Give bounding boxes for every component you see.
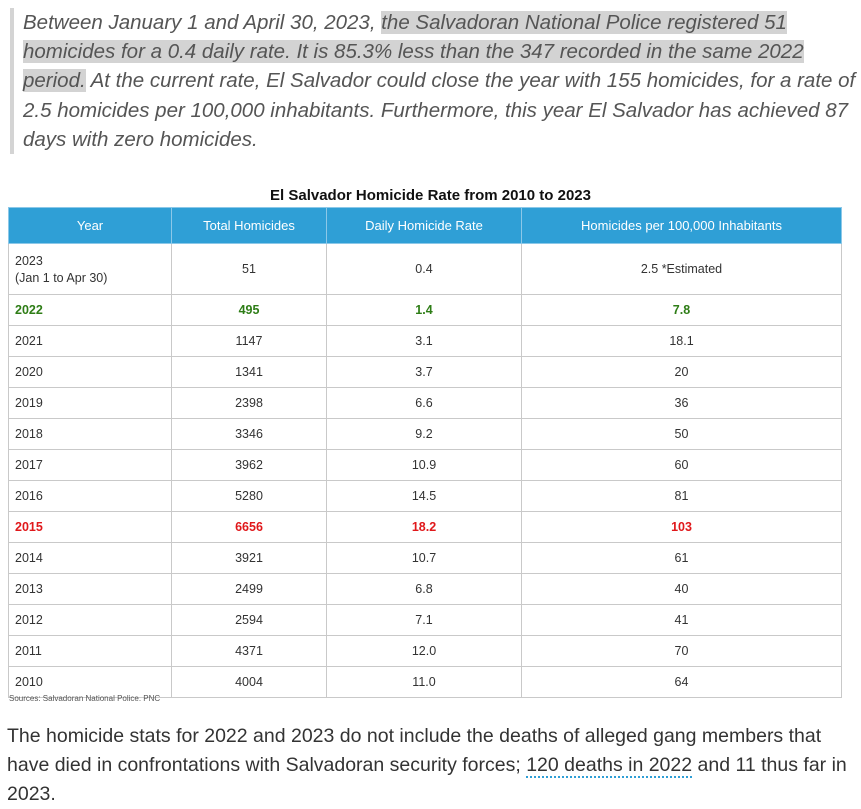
per100k-cell: 7.8	[521, 294, 842, 326]
total-cell: 1147	[171, 325, 327, 357]
table-row: 2013 2499 6.8 40	[8, 573, 842, 605]
total-cell: 4004	[171, 666, 327, 698]
total-cell: 1341	[171, 356, 327, 388]
daily-cell: 14.5	[326, 480, 522, 512]
year-value: 2023	[15, 253, 43, 268]
table-row: 2015 6656 18.2 103	[8, 511, 842, 543]
per100k-cell: 61	[521, 542, 842, 574]
year-cell: 2014	[8, 542, 172, 574]
quote-text-start: Between January 1 and April 30, 2023,	[23, 11, 382, 34]
total-cell: 3962	[171, 449, 327, 481]
header-total-homicides: Total Homicides	[171, 207, 327, 244]
per100k-cell: 2.5 *Estimated	[521, 243, 842, 295]
table-title: El Salvador Homicide Rate from 2010 to 2…	[270, 187, 591, 204]
per100k-cell: 64	[521, 666, 842, 698]
table-row: 2021 1147 3.1 18.1	[8, 325, 842, 357]
daily-cell: 12.0	[326, 635, 522, 667]
blockquote: Between January 1 and April 30, 2023, th…	[10, 8, 858, 155]
year-cell: 2015	[8, 511, 172, 543]
body-paragraph: The homicide stats for 2022 and 2023 do …	[7, 722, 852, 809]
table-row: 2011 4371 12.0 70	[8, 635, 842, 667]
per100k-cell: 18.1	[521, 325, 842, 357]
table-row: 2014 3921 10.7 61	[8, 542, 842, 574]
daily-cell: 10.7	[326, 542, 522, 574]
daily-cell: 6.6	[326, 387, 522, 419]
daily-cell: 3.7	[326, 356, 522, 388]
total-cell: 6656	[171, 511, 327, 543]
deaths-2022-link[interactable]: 120 deaths in 2022	[526, 754, 693, 778]
per100k-cell: 103	[521, 511, 842, 543]
table-row: 2020 1341 3.7 20	[8, 356, 842, 388]
total-cell: 2594	[171, 604, 327, 636]
total-cell: 3346	[171, 418, 327, 450]
year-cell: 2010	[8, 666, 172, 698]
total-cell: 2499	[171, 573, 327, 605]
year-cell: 2017	[8, 449, 172, 481]
header-per-100k: Homicides per 100,000 Inhabitants	[521, 207, 842, 244]
header-daily-rate: Daily Homicide Rate	[326, 207, 522, 244]
daily-cell: 11.0	[326, 666, 522, 698]
daily-cell: 0.4	[326, 243, 522, 295]
table-row: 2018 3346 9.2 50	[8, 418, 842, 450]
table-header-row: Year Total Homicides Daily Homicide Rate…	[8, 207, 842, 244]
total-cell: 5280	[171, 480, 327, 512]
per100k-cell: 81	[521, 480, 842, 512]
daily-cell: 9.2	[326, 418, 522, 450]
table-row: 2012 2594 7.1 41	[8, 604, 842, 636]
paragraph-text-end: and 11 thus far in 2023.	[7, 754, 847, 805]
year-note: (Jan 1 to Apr 30)	[15, 270, 108, 285]
table-row: 2010 4004 11.0 64	[8, 666, 842, 698]
daily-cell: 7.1	[326, 604, 522, 636]
source-note: Sources: Salvadoran National Police. PNC	[9, 694, 161, 703]
table-row: 2023 (Jan 1 to Apr 30) 51 0.4 2.5 *Estima…	[8, 243, 842, 295]
year-cell: 2020	[8, 356, 172, 388]
table-row: 2019 2398 6.6 36	[8, 387, 842, 419]
total-cell: 2398	[171, 387, 327, 419]
daily-cell: 18.2	[326, 511, 522, 543]
paragraph-text-start: The homicide stats for 2022 and 2023 do …	[7, 725, 822, 776]
per100k-cell: 50	[521, 418, 842, 450]
table-row: 2017 3962 10.9 60	[8, 449, 842, 481]
year-cell: 2016	[8, 480, 172, 512]
per100k-cell: 41	[521, 604, 842, 636]
year-cell: 2021	[8, 325, 172, 357]
per100k-cell: 36	[521, 387, 842, 419]
daily-cell: 10.9	[326, 449, 522, 481]
table-row: 2016 5280 14.5 81	[8, 480, 842, 512]
year-cell: 2018	[8, 418, 172, 450]
per100k-cell: 40	[521, 573, 842, 605]
total-cell: 495	[171, 294, 327, 326]
year-cell: 2013	[8, 573, 172, 605]
total-cell: 3921	[171, 542, 327, 574]
year-cell: 2023 (Jan 1 to Apr 30)	[8, 243, 172, 295]
header-year: Year	[8, 207, 172, 244]
table-row: 2022 495 1.4 7.8	[8, 294, 842, 326]
daily-cell: 3.1	[326, 325, 522, 357]
per100k-cell: 20	[521, 356, 842, 388]
daily-cell: 1.4	[326, 294, 522, 326]
year-cell: 2011	[8, 635, 172, 667]
year-cell: 2019	[8, 387, 172, 419]
total-cell: 4371	[171, 635, 327, 667]
total-cell: 51	[171, 243, 327, 295]
per100k-cell: 60	[521, 449, 842, 481]
homicide-table: Year Total Homicides Daily Homicide Rate…	[8, 207, 842, 698]
per100k-cell: 70	[521, 635, 842, 667]
daily-cell: 6.8	[326, 573, 522, 605]
year-cell: 2012	[8, 604, 172, 636]
quote-text-end: At the current rate, El Salvador could c…	[23, 69, 856, 151]
year-cell: 2022	[8, 294, 172, 326]
